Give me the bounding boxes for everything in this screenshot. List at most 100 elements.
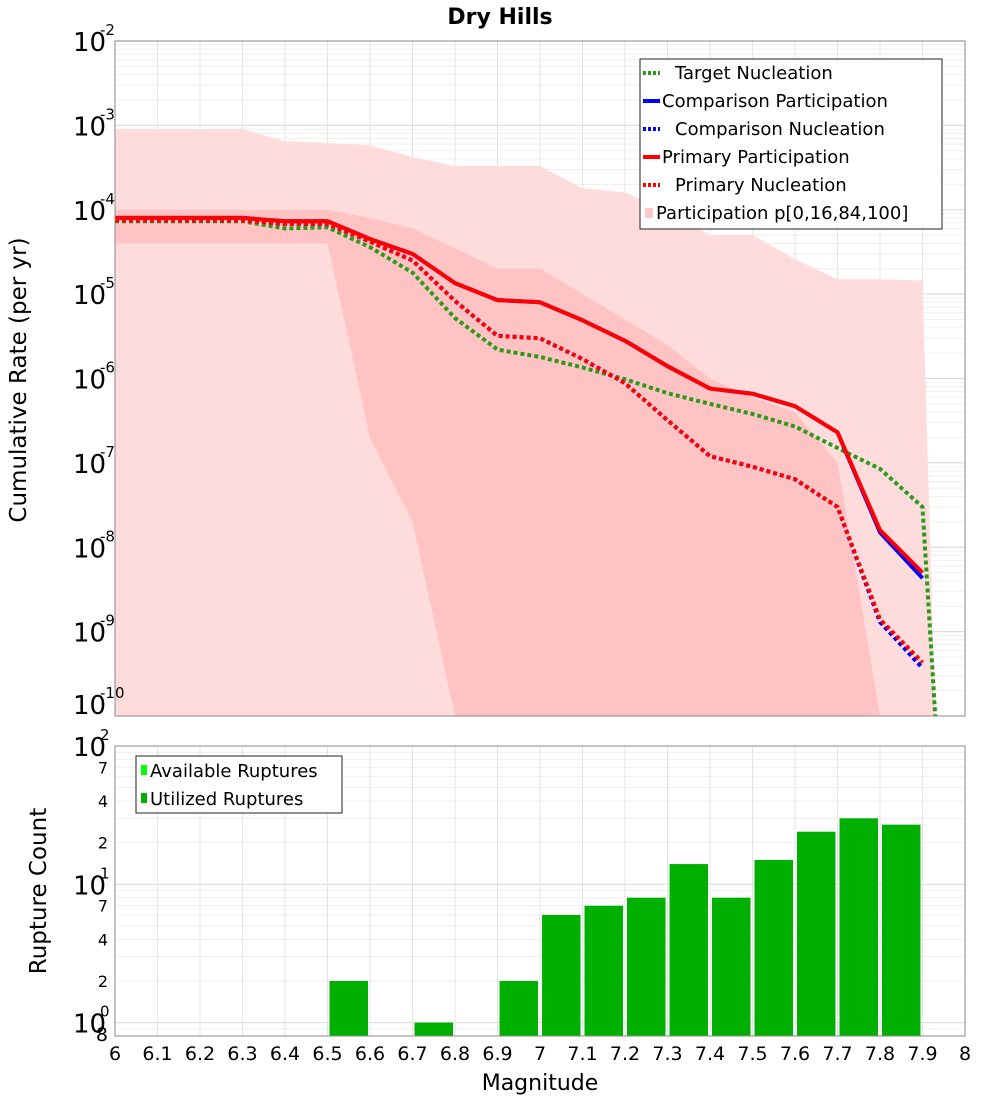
count-y-tick-base: 10 [73,871,106,901]
rate-y-tick-exponent: -7 [100,443,115,461]
utilized-rupture-bar [584,905,623,1036]
rate-y-axis-label: Cumulative Rate (per yr) [6,237,32,522]
rate-legend-label: Primary Nucleation [675,175,847,196]
utilized-rupture-bar [542,914,581,1036]
rate-legend-box [639,58,943,230]
rate-y-tick-exponent: -4 [100,190,115,208]
count-legend-box [135,755,343,814]
magnitude-x-tick: 7.9 [907,1043,937,1065]
rate-y-tick-base: 10 [73,534,106,564]
magnitude-x-tick: 7.3 [652,1043,682,1065]
rate-y-tick: 10-8 [73,527,115,564]
count-y-minor-tick: 2 [98,972,108,991]
chart-title: Dry Hills [447,5,552,30]
rate-y-tick-base: 10 [73,281,106,311]
count-y-minor-tick: 2 [98,834,108,853]
magnitude-x-tick: 6.8 [440,1043,470,1065]
rate-legend-label: Comparison Participation [662,91,888,112]
count-legend-label: Utilized Ruptures [150,789,303,810]
count-y-axis-label: Rupture Count [26,808,52,974]
magnitude-x-tick: 6.1 [142,1043,172,1065]
utilized-rupture-bar [839,818,878,1036]
rate-y-ticks: 10-210-310-410-510-610-710-810-910-10 [73,21,125,721]
count-bars [329,818,921,1036]
rate-y-tick: 10-3 [73,105,115,142]
count-legend-swatch [141,793,147,803]
count-y-minor-tick: 7 [98,897,108,916]
magnitude-x-tick: 7.1 [567,1043,597,1065]
utilized-rupture-bar [882,824,921,1036]
rate-legend-entry: Primary Nucleation [643,175,847,196]
count-plot-frame [114,745,966,1037]
magnitude-x-tick: 7.5 [737,1043,767,1065]
rate-y-tick: 10-9 [73,612,115,649]
magnitude-x-tick: 6.7 [397,1043,427,1065]
rate-y-tick: 10-7 [73,443,115,480]
count-y-tick-exponent: 1 [100,864,110,882]
count-y-major-tick: 102 [73,726,110,763]
rate-panel: 10-210-310-410-510-610-710-810-910-10 Cu… [6,21,966,721]
count-y-minor-tick: 4 [98,792,108,811]
count-y-minor-tick: 7 [98,758,108,777]
magnitude-x-tick: 7.6 [780,1043,810,1065]
count-y-tick-base: 10 [73,733,106,763]
rate-y-tick: 10-4 [73,190,115,227]
count-y-tick-exponent: 0 [100,1003,110,1021]
magnitude-x-ticks: 6 6.1 6.2 6.3 6.4 6.5 6.6 6.7 6.8 6.9 7 7.1 7.2 7.3 7.… [109,1043,971,1065]
rate-y-tick-base: 10 [73,450,106,480]
x-axis-label: Magnitude [482,1071,599,1096]
rate-lines [115,215,938,717]
rate-y-tick: 10-5 [73,274,115,311]
rate-legend-entry: Comparison Participation [643,91,888,112]
rate-y-tick-exponent: -3 [100,105,115,123]
utilized-rupture-bar [329,980,368,1036]
rate-legend-entry: Primary Participation [643,147,850,168]
rate-y-tick-base: 10 [73,28,106,58]
utilized-rupture-bar [627,897,666,1036]
rate-bands [115,129,936,717]
magnitude-x-tick: 6.5 [312,1043,342,1065]
count-y-minor-tick: 8 [96,1024,108,1046]
magnitude-x-tick: 6.9 [482,1043,512,1065]
magnitude-x-tick: 7 [534,1043,546,1065]
rate-legend-entry: Participation p[0,16,84,100] [645,203,908,224]
count-legend-entry: Utilized Ruptures [141,789,303,810]
rate-y-tick-exponent: -9 [100,612,115,630]
count-legend-entry: Available Ruptures [141,761,318,782]
rate-y-tick-exponent: -5 [100,274,115,292]
magnitude-x-tick: 6.4 [270,1043,300,1065]
magnitude-x-tick: 7.4 [695,1043,725,1065]
rate-series-line-4 [115,218,924,664]
rate-y-tick-base: 10 [73,112,106,142]
rate-legend-label: Target Nucleation [674,63,833,84]
count-y-major-tick: 101 [73,864,110,901]
rate-y-tick: 10-6 [73,359,115,396]
rate-y-tick-base: 10 [73,197,106,227]
rate-y-tick-exponent: -6 [100,359,115,377]
utilized-rupture-bar [797,831,836,1036]
magnitude-x-tick: 6 [109,1043,121,1065]
magnitude-x-tick: 6.6 [355,1043,385,1065]
rate-legend-label: Primary Participation [662,147,850,168]
rate-y-tick-base: 10 [73,619,106,649]
rate-plot-frame [114,40,966,717]
utilized-rupture-bar [669,864,708,1036]
rate-y-tick-base: 10 [73,691,106,721]
rate-series-line-3 [115,215,924,575]
magnitude-x-tick: 6.2 [185,1043,215,1065]
rate-y-tick: 10-2 [73,21,115,58]
magnitude-x-tick: 6.3 [227,1043,257,1065]
rate-y-tick-exponent: -10 [100,684,125,702]
rate-legend-swatch [645,208,653,218]
rate-legend: Target Nucleation Comparison Participatio… [639,58,943,230]
magnitude-x-tick: 8 [959,1043,971,1065]
utilized-rupture-bar [499,980,538,1036]
rate-legend-entry: Target Nucleation [643,63,833,84]
count-legend: Available Ruptures Utilized Ruptures [135,755,343,814]
count-legend-swatch [141,765,147,775]
rate-y-tick-base: 10 [73,366,106,396]
count-legend-label: Available Ruptures [150,761,318,782]
